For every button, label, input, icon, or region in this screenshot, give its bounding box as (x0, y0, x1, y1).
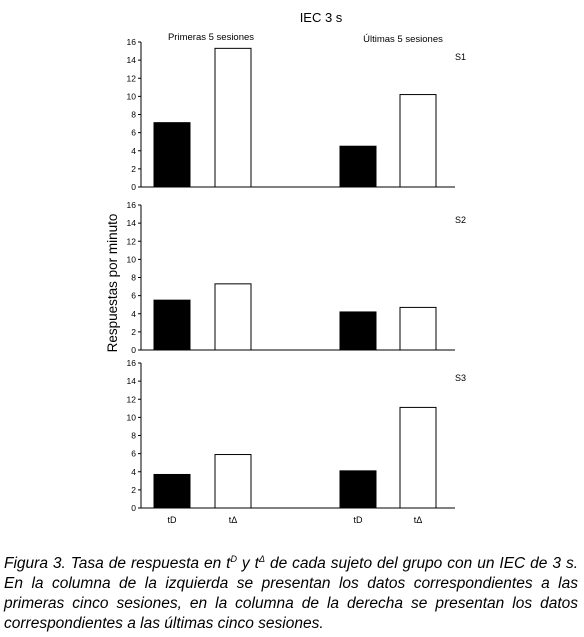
y-tick-label: 8 (131, 431, 136, 441)
y-tick-label: 16 (127, 358, 137, 368)
bar (399, 406, 437, 509)
y-tick-label: 14 (127, 218, 137, 228)
y-tick-label: 10 (127, 91, 137, 101)
chart: IEC 3 s Primeras 5 sesiones Últimas 5 sesi… (105, 10, 466, 525)
y-tick-label: 14 (127, 55, 137, 65)
y-tick-label: 16 (127, 200, 137, 210)
y-axis-label: Respuestas por minuto (105, 214, 120, 353)
bar (399, 306, 437, 351)
y-tick-label: 2 (131, 485, 136, 495)
y-tick-label: 12 (127, 236, 137, 246)
figure-caption: Figura 3. Tasa de respuesta en tD y tΔ d… (4, 553, 579, 632)
panel-label: S3 (455, 373, 466, 383)
bar (339, 470, 377, 509)
y-tick-label: 0 (131, 182, 136, 192)
x-tick-label: tD (354, 515, 364, 525)
y-tick-label: 2 (131, 327, 136, 337)
y-tick-label: 10 (127, 412, 137, 422)
x-tick-label: tΔ (414, 515, 423, 525)
chart-title: IEC 3 s (300, 10, 343, 25)
y-tick-label: 6 (131, 291, 136, 301)
bar (339, 145, 377, 188)
y-tick-label: 4 (131, 146, 136, 156)
bar (153, 299, 191, 351)
y-tick-label: 12 (127, 394, 137, 404)
group-label-first: Primeras 5 sesiones (168, 32, 254, 43)
y-tick-label: 16 (127, 37, 137, 47)
panel-label: S2 (455, 215, 466, 225)
bar (339, 311, 377, 351)
y-tick-label: 6 (131, 449, 136, 459)
bar (153, 473, 191, 509)
y-tick-label: 4 (131, 309, 136, 319)
y-tick-label: 2 (131, 164, 136, 174)
panel-label: S1 (455, 52, 466, 62)
y-tick-label: 8 (131, 273, 136, 283)
y-tick-label: 6 (131, 128, 136, 138)
bar (153, 122, 191, 188)
y-tick-label: 10 (127, 254, 137, 264)
y-tick-label: 0 (131, 503, 136, 513)
bar (399, 94, 437, 188)
bar (214, 454, 252, 509)
group-label-last: Últimas 5 sesiones (363, 34, 443, 45)
x-tick-label: tD (168, 515, 178, 525)
y-tick-label: 4 (131, 467, 136, 477)
y-tick-label: 12 (127, 73, 137, 83)
bar (214, 283, 252, 351)
bar (214, 47, 252, 188)
x-tick-label: tΔ (229, 515, 238, 525)
y-tick-label: 8 (131, 110, 136, 120)
y-tick-label: 0 (131, 345, 136, 355)
y-tick-label: 14 (127, 376, 137, 386)
